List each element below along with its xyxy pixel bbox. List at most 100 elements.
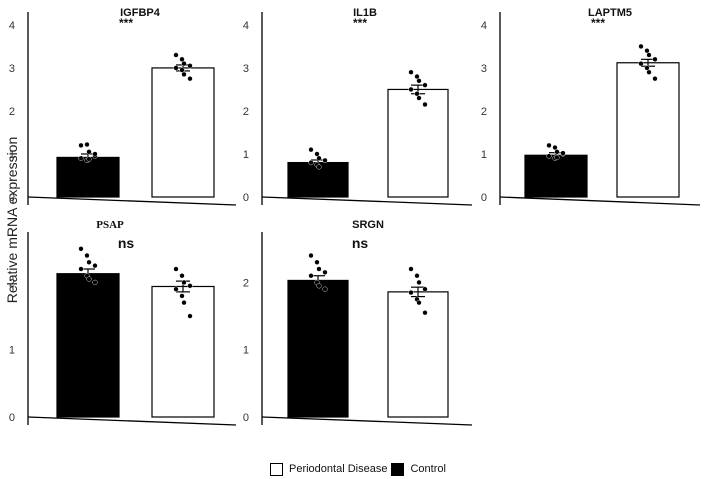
data-point-igfbp4-0-0 (78, 142, 84, 148)
data-point-igfbp4-1-7 (187, 76, 193, 82)
data-point-srgn-1-4 (408, 289, 414, 296)
data-point-laptm5-1-0 (638, 43, 644, 50)
y-tick-label-laptm5-4: 4 (481, 20, 487, 32)
bar-srgn-control (287, 279, 349, 418)
data-point-laptm5-1-5 (644, 65, 650, 71)
data-point-laptm5-1-7 (652, 76, 658, 82)
data-point-srgn-1-7 (422, 310, 428, 316)
data-point-psap-1-5 (179, 293, 185, 299)
y-tick-label-srgn-0: 0 (243, 412, 249, 424)
data-point-psap-1-1 (179, 273, 185, 279)
significance-label-igfbp4: *** (119, 16, 133, 30)
bar-igfbp4-control (56, 156, 120, 198)
data-point-il1b-1-6 (416, 95, 422, 101)
data-point-psap-1-0 (173, 266, 179, 272)
y-tick-label-psap-2: 2 (9, 277, 15, 289)
significance-label-il1b: *** (353, 16, 367, 30)
legend-label-periodontal: Periodontal Disease (289, 463, 388, 475)
legend-item-control: Control (391, 462, 446, 476)
bar-il1b-control (287, 161, 349, 198)
legend-swatch-control (391, 462, 405, 476)
y-tick-label-igfbp4-4: 4 (9, 20, 15, 32)
data-point-igfbp4-1-2 (181, 61, 187, 67)
data-point-laptm5-0-0 (546, 142, 552, 148)
data-point-igfbp4-1-5 (179, 67, 185, 73)
panel-title-igfbp4: IGFBP4 (120, 7, 161, 19)
panel-title-srgn: SRGN (352, 219, 384, 231)
data-point-laptm5-0-6 (554, 154, 560, 161)
significance-label-psap: ns (118, 235, 135, 251)
data-point-il1b-1-1 (414, 73, 420, 80)
data-point-igfbp4-0-2 (86, 149, 92, 155)
y-tick-label-il1b-1: 1 (243, 149, 249, 161)
y-tick-label-psap-1: 1 (9, 345, 15, 357)
y-tick-label-laptm5-1: 1 (481, 149, 487, 161)
y-tick-label-igfbp4-0: 0 (9, 192, 15, 204)
y-tick-label-il1b-0: 0 (243, 192, 249, 204)
data-point-laptm5-0-1 (552, 144, 558, 151)
data-point-laptm5-0-2 (554, 149, 560, 155)
x-axis-line-laptm5 (499, 196, 701, 206)
data-point-il1b-0-0 (308, 147, 314, 153)
data-point-igfbp4-0-4 (78, 155, 84, 161)
y-tick-label-igfbp4-3: 3 (9, 63, 15, 75)
data-point-laptm5-1-1 (644, 48, 650, 54)
data-point-srgn-0-3 (322, 269, 328, 275)
y-tick-label-il1b-2: 2 (243, 106, 249, 118)
data-point-srgn-1-1 (414, 273, 420, 279)
data-point-laptm5-1-3 (652, 56, 658, 62)
data-point-srgn-0-6 (316, 283, 322, 289)
legend-label-control: Control (410, 463, 446, 475)
data-point-igfbp4-1-6 (181, 71, 187, 77)
data-point-il1b-1-0 (408, 69, 414, 75)
data-point-srgn-0-2 (316, 266, 322, 272)
data-point-psap-1-7 (187, 313, 193, 319)
y-tick-label-igfbp4-1: 1 (9, 149, 15, 161)
y-tick-label-srgn-1: 1 (243, 345, 249, 357)
data-point-il1b-1-3 (422, 82, 428, 88)
y-tick-label-laptm5-0: 0 (481, 192, 487, 204)
significance-label-srgn: ns (352, 235, 369, 251)
data-point-igfbp4-0-7 (92, 151, 98, 157)
y-tick-label-il1b-4: 4 (243, 20, 249, 32)
bar-psap-control (56, 273, 120, 418)
data-point-igfbp4-1-1 (179, 56, 185, 62)
bar-psap-periodontal (151, 285, 215, 418)
legend: Periodontal Disease Control (270, 461, 450, 477)
y-tick-label-psap-0: 0 (9, 412, 15, 424)
data-point-il1b-1-7 (422, 101, 428, 108)
panel-title-psap: PSAP (96, 219, 124, 231)
legend-swatch-periodontal (270, 462, 283, 476)
bar-laptm5-periodontal (616, 62, 680, 198)
data-point-srgn-1-3 (422, 286, 428, 292)
data-point-igfbp4-0-6 (86, 156, 92, 162)
panel-title-laptm5: LAPTM5 (588, 7, 632, 19)
data-point-il1b-0-6 (316, 164, 322, 170)
y-tick-label-laptm5-2: 2 (481, 106, 487, 118)
data-point-psap-1-6 (181, 300, 187, 306)
data-point-psap-0-6 (86, 276, 92, 282)
data-point-psap-0-1 (84, 252, 90, 259)
bar-il1b-periodontal (387, 88, 449, 198)
data-point-srgn-0-0 (308, 252, 314, 259)
data-point-srgn-0-1 (314, 259, 320, 265)
data-point-il1b-0-1 (314, 151, 320, 157)
data-point-laptm5-0-4 (546, 153, 552, 159)
data-point-il1b-1-4 (408, 86, 414, 93)
data-point-il1b-1-5 (414, 91, 420, 97)
bar-igfbp4-periodontal (151, 67, 215, 198)
y-tick-label-il1b-3: 3 (243, 63, 249, 75)
data-point-srgn-0-4 (308, 273, 314, 279)
y-tick-label-srgn-2: 2 (243, 277, 249, 289)
data-point-il1b-0-7 (322, 157, 328, 164)
data-point-psap-1-4 (173, 286, 179, 292)
data-point-il1b-0-2 (316, 155, 322, 161)
bar-srgn-periodontal (387, 291, 449, 418)
data-point-psap-1-2 (181, 279, 187, 286)
data-point-igfbp4-1-4 (173, 65, 179, 71)
data-point-srgn-1-0 (408, 266, 414, 272)
x-axis-line-srgn (261, 416, 473, 426)
data-point-srgn-0-7 (322, 286, 328, 292)
legend-item-periodontal: Periodontal Disease (270, 462, 388, 476)
x-axis-line-psap (27, 416, 237, 426)
